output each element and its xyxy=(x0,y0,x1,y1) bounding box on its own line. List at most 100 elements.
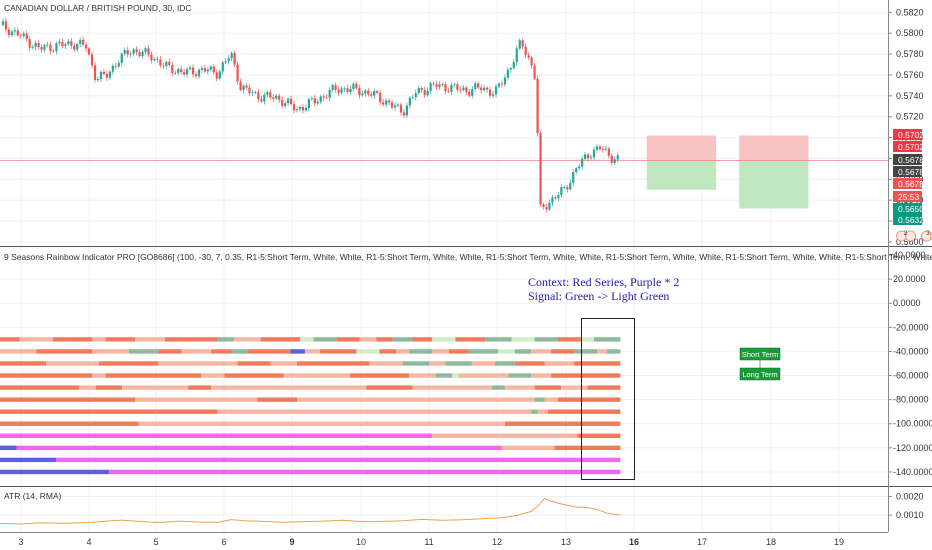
candle-body xyxy=(242,85,245,91)
candle-body xyxy=(545,207,548,210)
candle-body xyxy=(462,87,465,91)
candle-body xyxy=(512,62,515,69)
rainbow-segment xyxy=(56,457,621,463)
rainbow-segment xyxy=(79,385,96,390)
rainbow-segment xyxy=(297,397,535,402)
candle-body xyxy=(245,85,248,88)
candle-body xyxy=(191,67,195,75)
price-badge-label: 0.5678 xyxy=(898,179,924,189)
candle-body xyxy=(417,87,420,94)
candle-body xyxy=(260,99,263,102)
price-badge xyxy=(893,178,922,189)
candle-body xyxy=(610,155,613,163)
candle-body xyxy=(289,98,293,105)
candle-body xyxy=(503,77,506,85)
event-marker-count: 3 2 xyxy=(926,230,932,237)
rainbow-segment xyxy=(188,385,212,390)
price-tick-label: 0.5780 xyxy=(896,49,924,59)
rainbow-segment xyxy=(544,397,558,402)
candle-body xyxy=(186,69,189,75)
rainbow-segment xyxy=(211,349,231,354)
rainbow-indicator-pane xyxy=(0,337,621,475)
candle-body xyxy=(301,106,305,111)
rainbow-segment xyxy=(0,409,218,414)
take-profit-zone xyxy=(739,160,809,209)
candle-body xyxy=(325,97,328,99)
candle-body xyxy=(150,54,153,61)
rainbow-segment xyxy=(452,373,459,378)
candle-body xyxy=(468,92,471,96)
candle-body xyxy=(477,83,480,88)
rainbow-segment xyxy=(514,349,532,354)
candle-body xyxy=(506,69,509,78)
rainbow-segment xyxy=(181,349,212,354)
rainbow-segment xyxy=(0,349,37,354)
atr-tick-label: 0.0010 xyxy=(896,510,924,520)
rainbow-segment xyxy=(46,361,99,366)
candle-body xyxy=(316,101,319,104)
candle-body xyxy=(102,72,106,75)
rainbow-segment xyxy=(336,337,360,342)
candle-body xyxy=(474,83,477,89)
candle-body xyxy=(141,51,144,57)
candle-body xyxy=(13,30,16,32)
candle-body xyxy=(453,84,456,85)
indicator-title: 9 Seasons Rainbow Indicator PRO [GO8686]… xyxy=(4,252,932,262)
event-marker-icon[interactable]: 3 2 xyxy=(921,230,932,242)
candle-body xyxy=(491,94,495,96)
rainbow-segment xyxy=(158,349,182,354)
rainbow-segment xyxy=(52,337,93,342)
candle-body xyxy=(494,86,498,95)
rainbow-segment xyxy=(217,409,532,414)
candle-body xyxy=(438,84,441,88)
rainbow-segment xyxy=(412,385,492,390)
indicator-tick-label: -140.0000 xyxy=(893,467,932,477)
rainbow-segment xyxy=(211,385,367,390)
rainbow-segment xyxy=(359,337,377,342)
candle-body xyxy=(236,64,239,82)
price-badge-label: 0.5650 xyxy=(898,204,924,214)
stop-loss-zone xyxy=(646,135,717,161)
candle-body xyxy=(429,83,432,91)
candle-body xyxy=(82,39,85,45)
rainbow-segment xyxy=(587,385,621,390)
price-badge-label: 0.5678 xyxy=(898,167,924,177)
rainbow-segment xyxy=(580,337,594,342)
rainbow-segment xyxy=(511,337,535,342)
indicator-tick-label: -60.0000 xyxy=(893,371,929,381)
long-term-flag[interactable]: Long Term xyxy=(739,367,781,381)
candle-body xyxy=(334,85,337,90)
candle-body xyxy=(203,68,207,72)
candle-body xyxy=(480,87,483,91)
candle-body xyxy=(209,66,212,70)
signal-annotation: Signal: Green -> Light Green xyxy=(528,289,669,303)
rainbow-segment xyxy=(231,349,248,354)
rainbow-segment xyxy=(158,361,238,366)
candle-body xyxy=(370,94,373,96)
highlight-box xyxy=(581,318,635,480)
candle-body xyxy=(331,85,334,90)
event-marker-circle xyxy=(905,230,916,242)
candle-body xyxy=(76,43,79,50)
candle-body xyxy=(346,88,349,92)
candle-body xyxy=(405,105,408,116)
rainbow-segment xyxy=(485,337,512,342)
candle-body xyxy=(67,41,70,45)
candle-body xyxy=(509,68,512,70)
rainbow-segment xyxy=(435,373,453,378)
rainbow-segment xyxy=(0,373,93,378)
candle-body xyxy=(171,65,174,74)
candle-body xyxy=(319,96,322,102)
rainbow-segment xyxy=(396,349,410,354)
candle-body xyxy=(99,72,103,79)
short-term-flag[interactable]: Short Term xyxy=(739,347,781,361)
price-badge-label: 0.5632 xyxy=(898,215,924,225)
rainbow-segment xyxy=(544,361,575,366)
rainbow-segment xyxy=(16,445,502,451)
event-marker-icon[interactable]: 2 xyxy=(896,230,916,242)
candle-body xyxy=(230,53,233,59)
candle-body xyxy=(521,40,524,47)
candle-body xyxy=(411,97,414,99)
rainbow-segment xyxy=(201,373,225,378)
context-annotation: Context: Red Series, Purple * 2 xyxy=(528,275,679,289)
